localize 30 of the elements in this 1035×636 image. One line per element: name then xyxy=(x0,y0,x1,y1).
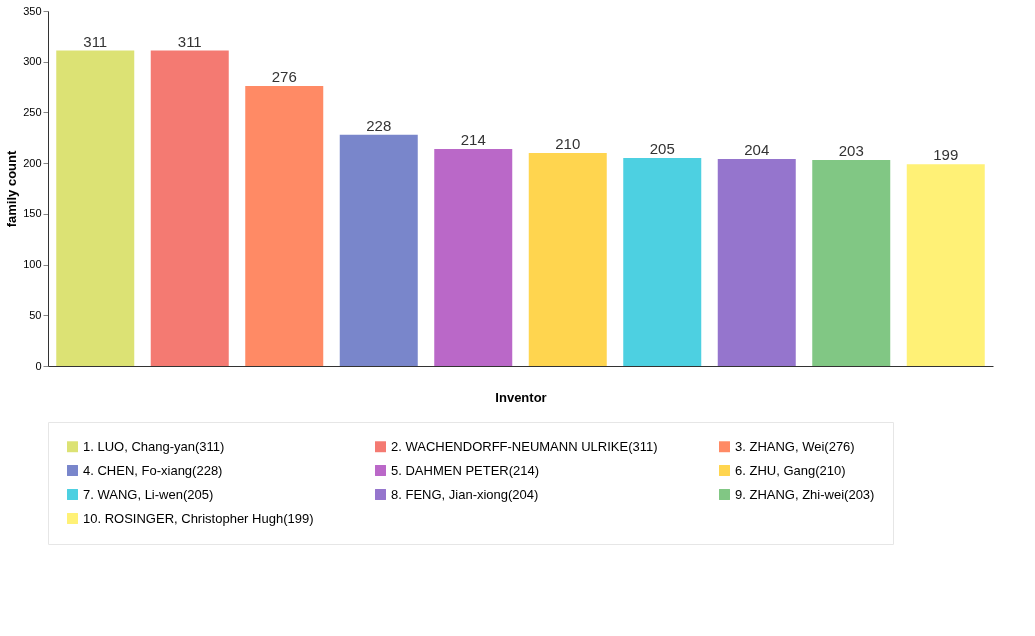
data-label: 203 xyxy=(838,142,864,160)
legend-label: 5. DAHMEN PETER(214) xyxy=(391,462,540,478)
y-axis-title: family count xyxy=(4,150,20,228)
data-label: 311 xyxy=(83,32,108,50)
data-label: 214 xyxy=(460,130,486,148)
legend-label: 6. ZHU, Gang(210) xyxy=(735,462,846,478)
y-tick-label: 250 xyxy=(23,105,42,118)
legend-label: 4. CHEN, Fo-xiang(228) xyxy=(83,462,223,478)
data-label: 204 xyxy=(744,141,770,159)
legend-label: 1. LUO, Chang-yan(311) xyxy=(83,438,225,454)
legend-label: 9. ZHANG, Zhi-wei(203) xyxy=(735,486,875,502)
data-label: 311 xyxy=(177,32,202,50)
y-tick-label: 50 xyxy=(29,308,42,321)
legend-label: 7. WANG, Li-wen(205) xyxy=(83,486,214,502)
y-tick-label: 200 xyxy=(23,156,42,169)
data-label: 199 xyxy=(933,146,959,164)
legend-label: 10. ROSINGER, Christopher Hugh(199) xyxy=(83,510,314,526)
x-axis-title: Inventor xyxy=(495,389,547,405)
y-tick-label: 350 xyxy=(23,4,42,17)
data-label: 210 xyxy=(555,135,581,152)
data-label: 276 xyxy=(271,68,297,86)
data-label: 205 xyxy=(649,140,675,158)
y-tick-label: 100 xyxy=(23,258,42,271)
legend-label: 3. ZHANG, Wei(276) xyxy=(735,438,855,454)
y-tick-label: 0 xyxy=(35,359,42,372)
y-tick-label: 300 xyxy=(23,55,42,68)
legend-label: 2. WACHENDORFF-NEUMANN ULRIKE(311) xyxy=(391,438,658,454)
legend-label: 8. FENG, Jian-xiong(204) xyxy=(391,486,539,502)
y-tick-label: 150 xyxy=(23,207,42,220)
data-label: 228 xyxy=(366,116,392,134)
